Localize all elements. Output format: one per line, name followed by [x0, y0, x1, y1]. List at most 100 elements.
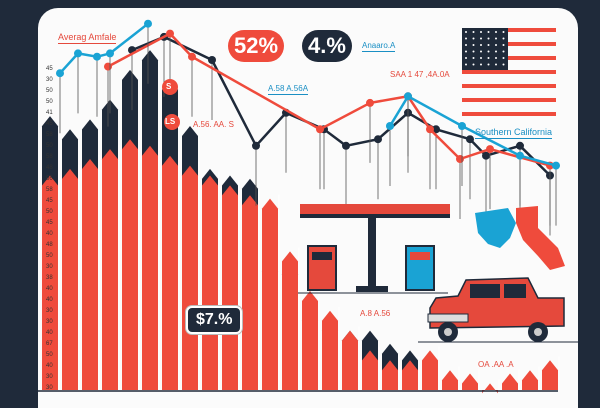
flag-star — [487, 37, 490, 40]
red-area-bar — [262, 198, 278, 390]
infographic-card: 45 30 50 50 41 45 58 50 58 48 56 58 45 50 45 40 48 50 30 38… — [38, 8, 578, 408]
y-tick-label: 56 — [46, 176, 53, 182]
flag-star — [465, 31, 467, 33]
red-line-point — [486, 145, 494, 154]
percent-badge-dark: 4.% — [302, 30, 352, 62]
y-tick-label: 40 — [46, 330, 53, 336]
red-line-point — [166, 29, 174, 38]
red-area-bar — [142, 145, 158, 390]
flag-stripe — [462, 112, 556, 116]
blue-line-point — [106, 49, 114, 58]
y-tick-label: 30 — [46, 77, 53, 83]
flag-star — [472, 44, 475, 46]
blue-line-point — [93, 52, 101, 61]
red-bars — [42, 135, 560, 394]
y-tick-label: 45 — [46, 121, 53, 127]
annotation-1: A.58 A.56A — [268, 84, 309, 95]
flag-star — [502, 37, 505, 40]
flag-star — [495, 57, 497, 59]
dark-line-point — [516, 141, 524, 150]
red-line-point — [456, 155, 464, 163]
flag-stripe — [462, 84, 556, 88]
red-area-bar — [302, 291, 318, 390]
y-tick-label: 50 — [46, 352, 53, 358]
y-tick-label: 50 — [46, 99, 53, 105]
red-area-bar — [462, 373, 478, 390]
flag-star — [487, 63, 490, 66]
red-area-bar — [202, 175, 218, 390]
flag-star — [480, 44, 482, 46]
y-tick-label: 50 — [46, 209, 53, 215]
red-line-point — [426, 125, 434, 134]
flag-star — [465, 44, 467, 46]
marker-circle — [164, 114, 180, 130]
flag-stripe — [462, 28, 556, 32]
y-tick-label: 30 — [46, 385, 53, 391]
red-area-bar — [522, 370, 538, 390]
y-tick-label: 45 — [46, 66, 53, 72]
dark-line-point — [482, 151, 490, 160]
flag-star — [495, 63, 497, 66]
y-tick-label: 30 — [46, 319, 53, 325]
annotation-5: OA .AA .A — [478, 360, 514, 369]
y-tick-label: 38 — [46, 275, 53, 281]
flag-star — [480, 63, 482, 66]
dark-line-point — [374, 135, 382, 144]
dark-line-point — [432, 125, 440, 134]
red-area-bar — [282, 251, 298, 390]
blue-line-point — [74, 49, 82, 58]
label-blue-top: Anaaro.A — [362, 41, 396, 52]
flag-star — [465, 37, 467, 40]
flag-star — [487, 44, 490, 46]
flag-stripe — [462, 70, 556, 74]
red-area-bar — [502, 373, 518, 390]
flag-star — [495, 37, 497, 40]
y-tick-label: 58 — [46, 187, 53, 193]
flag-star — [487, 31, 490, 33]
blue-line-point — [56, 69, 64, 78]
y-tick-label: 30 — [46, 374, 53, 380]
red-area-bar — [42, 175, 58, 390]
chart-canvas — [38, 19, 578, 394]
region-label: Southern California — [475, 127, 553, 139]
gas-station-icon — [298, 204, 450, 294]
marker-s-label: S — [166, 82, 172, 91]
y-tick-label: 50 — [46, 143, 53, 149]
red-line-point — [316, 125, 324, 134]
red-area-bar — [542, 360, 558, 390]
red-line-point — [104, 62, 112, 71]
red-area-bar — [162, 155, 178, 390]
y-tick-label: 67 — [46, 341, 53, 347]
flag-stripe — [462, 42, 556, 46]
blue-line-2-point — [404, 92, 412, 101]
percent-badge-red: 52% — [228, 30, 284, 62]
flag-star — [487, 50, 490, 53]
y-tick-label: 40 — [46, 286, 53, 292]
flag-star — [502, 31, 505, 33]
flag-star — [487, 57, 490, 59]
blue-line-2-point — [552, 161, 560, 170]
flag-star — [480, 37, 482, 40]
blue-line-point — [144, 19, 152, 28]
y-tick-label: 58 — [46, 132, 53, 138]
y-tick-label: 58 — [46, 154, 53, 160]
dark-line-point — [208, 56, 216, 64]
flag-star — [502, 63, 505, 66]
flag-star — [472, 37, 475, 40]
red-line — [107, 32, 551, 167]
red-area-bar — [222, 185, 238, 390]
dark-line-point — [342, 141, 350, 150]
red-line-point — [188, 52, 196, 61]
flag-star — [472, 31, 475, 33]
trend-lines — [38, 19, 560, 392]
flag-star — [480, 31, 482, 33]
flag-star — [495, 31, 497, 33]
red-line-point — [366, 98, 374, 107]
y-tick-label: 40 — [46, 297, 53, 303]
red-area-bar — [62, 168, 78, 390]
y-tick-label: 45 — [46, 220, 53, 226]
flag-star — [472, 63, 475, 66]
y-tick-label: 45 — [46, 198, 53, 204]
flag-stripe — [462, 98, 556, 102]
price-tag: $7.% — [186, 306, 243, 334]
